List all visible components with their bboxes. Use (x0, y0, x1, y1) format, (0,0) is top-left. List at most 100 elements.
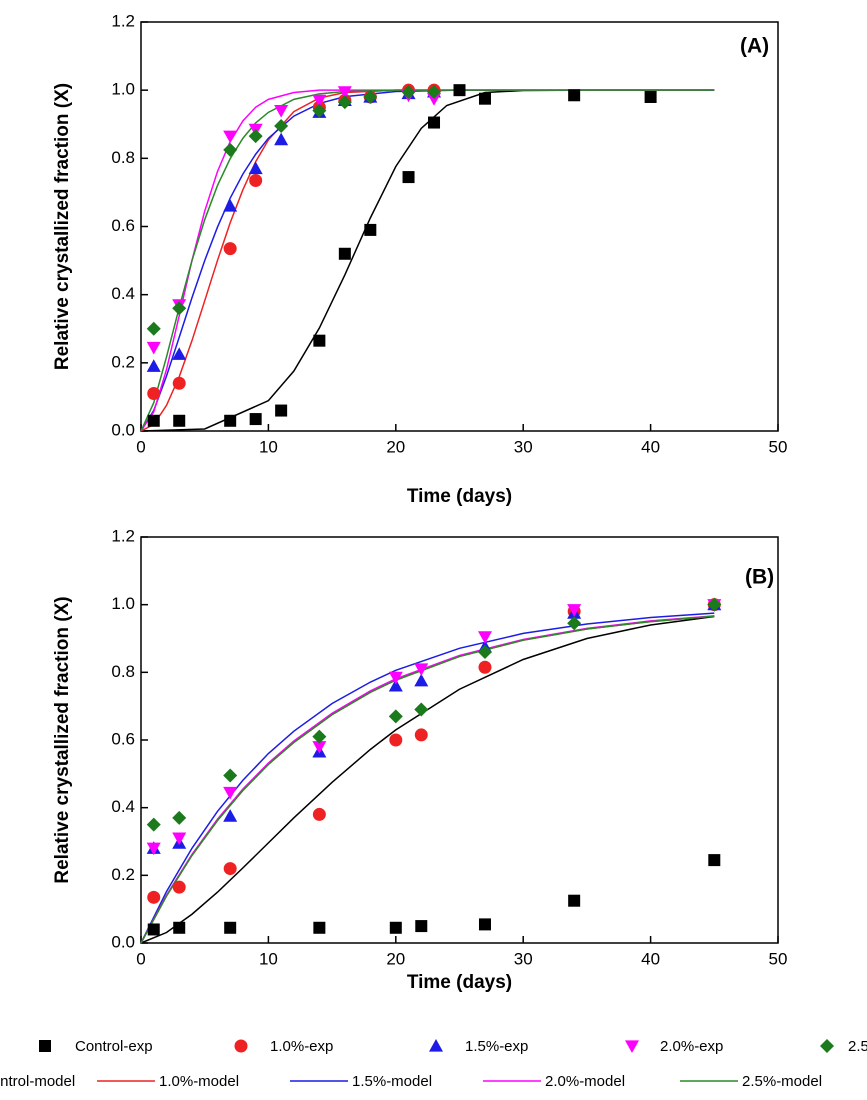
marker-diamond (312, 103, 327, 118)
model-line (140, 612, 715, 944)
y-tick-label: 0.4 (111, 797, 135, 816)
marker-diamond (401, 84, 416, 99)
y-tick-label: 0.0 (111, 932, 135, 951)
marker-square (568, 89, 581, 102)
marker-triangle-down (312, 94, 327, 108)
marker-diamond (707, 597, 722, 612)
marker-triangle-down (172, 832, 187, 846)
marker-square (644, 90, 657, 103)
x-tick-label: 20 (386, 949, 405, 968)
x-axis-label: Time (days) (407, 972, 512, 993)
marker-triangle-down (388, 671, 403, 685)
marker-circle (147, 890, 161, 904)
marker-triangle-up (172, 347, 187, 360)
marker-square (428, 116, 441, 129)
model-line (140, 89, 715, 432)
model-line (140, 615, 715, 944)
model-line (140, 89, 715, 432)
marker-circle (312, 807, 326, 821)
marker-square (708, 854, 721, 867)
x-tick-label: 40 (641, 437, 660, 456)
marker-square (224, 921, 237, 934)
model-line (140, 615, 715, 944)
y-tick-label: 0.0 (111, 420, 135, 439)
x-tick-label: 30 (514, 437, 533, 456)
marker-square (249, 413, 262, 426)
marker-diamond (172, 301, 187, 316)
marker-diamond (312, 729, 327, 744)
x-tick-label: 20 (386, 437, 405, 456)
marker-square (478, 918, 491, 931)
marker-square (389, 921, 402, 934)
model-line (140, 615, 715, 944)
legend-label: Control-model (0, 1073, 75, 1090)
marker-square (224, 414, 237, 427)
marker-triangle-down (312, 741, 327, 754)
x-tick-label: 10 (259, 437, 278, 456)
marker-diamond (223, 768, 238, 783)
marker-square (402, 171, 415, 184)
marker-triangle-down (567, 604, 582, 617)
chart-title: (A) (740, 35, 769, 58)
marker-diamond (146, 321, 161, 336)
marker-square (173, 414, 186, 427)
marker-circle (147, 387, 161, 401)
x-tick-label: 50 (769, 437, 788, 456)
y-axis-label: Relative crystallized fraction (X) (52, 596, 73, 883)
marker-square (338, 247, 351, 260)
marker-diamond (820, 1039, 834, 1053)
y-tick-label: 0.6 (111, 216, 135, 235)
marker-circle (389, 733, 403, 747)
marker-square (415, 920, 428, 933)
legend-label: 2.0%-exp (660, 1038, 723, 1055)
marker-triangle-up (429, 1039, 443, 1052)
y-tick-label: 0.4 (111, 284, 135, 303)
marker-square (173, 921, 186, 934)
chart-title: (B) (745, 566, 774, 589)
marker-diamond (248, 129, 263, 144)
marker-triangle-up (223, 199, 238, 212)
marker-triangle-up (274, 132, 289, 146)
marker-triangle-down (414, 663, 429, 676)
marker-circle (478, 660, 492, 674)
marker-square (147, 923, 160, 936)
marker-triangle-down (427, 93, 442, 106)
legend-label: 1.5%-exp (465, 1038, 528, 1055)
marker-diamond (388, 709, 403, 724)
marker-diamond (477, 645, 492, 660)
legend-label: 1.0%-model (159, 1073, 239, 1090)
marker-diamond (274, 118, 289, 133)
legend-label: Control-exp (75, 1038, 153, 1055)
marker-square (313, 921, 326, 934)
x-tick-label: 10 (259, 949, 278, 968)
marker-circle (234, 1039, 248, 1053)
marker-triangle-down (337, 86, 352, 99)
marker-triangle-down (223, 786, 238, 800)
marker-diamond (223, 142, 238, 157)
y-tick-label: 0.2 (111, 865, 135, 884)
marker-circle (414, 728, 428, 742)
marker-square (313, 334, 326, 347)
x-axis-label: Time (days) (407, 486, 512, 507)
marker-square (478, 92, 491, 105)
marker-diamond (427, 84, 442, 99)
marker-diamond (337, 95, 352, 110)
marker-triangle-down (625, 1040, 639, 1053)
legend-label: 2.5%-model (742, 1073, 822, 1090)
legend-label: 1.0%-exp (270, 1038, 333, 1055)
model-line (140, 89, 715, 432)
x-tick-label: 50 (769, 949, 788, 968)
marker-diamond (146, 817, 161, 832)
legend-label: 1.5%-model (352, 1073, 432, 1090)
marker-triangle-down (477, 631, 492, 644)
x-tick-label: 40 (641, 949, 660, 968)
marker-square (275, 404, 288, 417)
y-tick-label: 1.2 (111, 11, 135, 30)
marker-diamond (363, 89, 378, 104)
marker-triangle-up (223, 809, 238, 822)
legend-label: 2.5%-exp (848, 1038, 867, 1055)
marker-triangle-up (146, 359, 161, 372)
x-tick-label: 30 (514, 949, 533, 968)
marker-circle (223, 862, 237, 876)
marker-square (453, 84, 466, 97)
